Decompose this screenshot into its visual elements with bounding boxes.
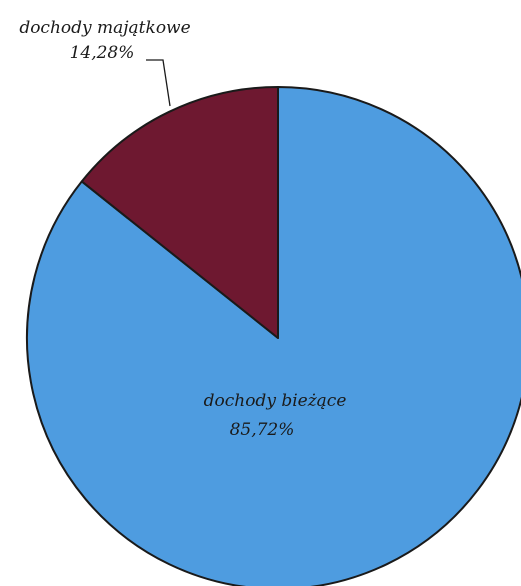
slice-label-dochody-biezace-name: dochody bieżące	[204, 391, 347, 411]
pie-slices	[26, 86, 521, 586]
pie-slice-dochody-biezace	[26, 86, 521, 586]
slice-label-dochody-majatkowe-value: 14,28%	[70, 43, 135, 63]
slice-label-dochody-majatkowe-name: dochody majątkowe	[19, 18, 190, 38]
pie-slice-dochody-majatkowe	[80, 86, 279, 339]
slice-label-dochody-biezace-value: 85,72%	[230, 420, 295, 440]
leader-line-dochody-majatkowe	[146, 59, 171, 107]
